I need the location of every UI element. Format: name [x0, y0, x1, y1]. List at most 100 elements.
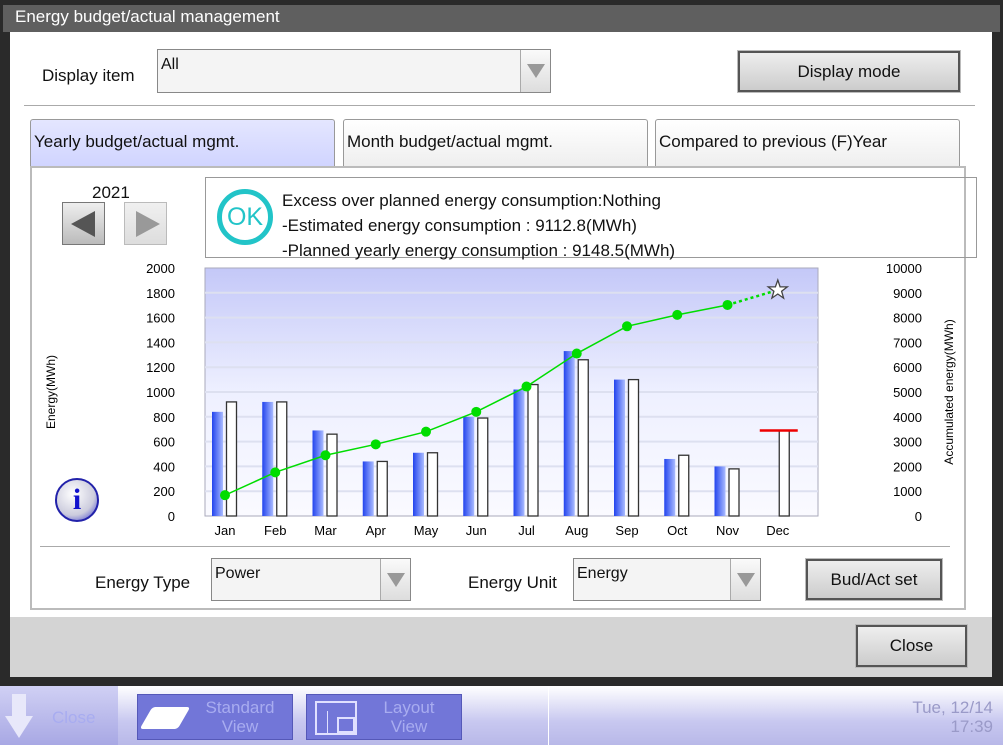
- window-title: Energy budget/actual management: [0, 5, 1003, 32]
- taskbar-date: Tue, 12/14: [912, 698, 993, 717]
- arrow-down-icon: [12, 694, 26, 716]
- standard-view-icon: [139, 707, 191, 729]
- y-tick-label: 1800: [146, 286, 175, 301]
- y2-tick-label: 1000: [893, 484, 922, 499]
- taskbar-time: 17:39: [950, 717, 993, 736]
- bar-actual: [212, 411, 223, 516]
- y2-tick-label: 9000: [893, 286, 922, 301]
- x-tick-label: Dec: [766, 523, 790, 538]
- bar-budget: [376, 460, 388, 517]
- y-tick-label: 0: [168, 509, 175, 524]
- chevron-down-icon[interactable]: [520, 50, 550, 92]
- y2-tick-label: 10000: [886, 261, 922, 276]
- layout-view-label: Layout: [383, 698, 435, 717]
- x-tick-label: Feb: [264, 523, 286, 538]
- bar-budget: [477, 417, 489, 517]
- display-mode-button[interactable]: Display mode: [737, 50, 961, 93]
- y2-tick-label: 4000: [893, 410, 922, 425]
- y2-tick-label: 0: [915, 509, 922, 524]
- y2-tick-label: 6000: [893, 360, 922, 375]
- ok-icon: OK: [217, 189, 273, 245]
- accumulated-point: [421, 426, 431, 437]
- bar-actual: [312, 430, 324, 516]
- status-excess: Excess over planned energy consumption:N…: [282, 191, 661, 210]
- y-tick-label: 1000: [146, 385, 175, 400]
- bar-actual: [614, 379, 625, 516]
- display-item-label: Display item: [42, 66, 135, 85]
- x-tick-label: Jul: [518, 523, 535, 538]
- display-item-select[interactable]: All: [157, 49, 551, 93]
- divider: [24, 105, 975, 106]
- x-tick-label: Mar: [314, 523, 337, 538]
- y2-tick-label: 3000: [893, 435, 922, 450]
- next-year-button[interactable]: [124, 202, 167, 245]
- divider: [548, 686, 549, 745]
- accumulated-point: [320, 450, 331, 461]
- layout-view-icon: [315, 701, 357, 735]
- bar-budget: [728, 468, 740, 517]
- bar-budget: [527, 383, 539, 517]
- x-tick-label: Aug: [565, 523, 588, 538]
- y-tick-label: 600: [153, 435, 175, 450]
- status-planned: -Planned yearly energy consumption : 914…: [282, 241, 676, 260]
- tab-yearly[interactable]: Yearly budget/actual mgmt.: [30, 119, 335, 167]
- previous-year-button[interactable]: [62, 202, 105, 245]
- y2-tick-label: 5000: [893, 385, 922, 400]
- arrow-left-icon: [71, 211, 95, 237]
- bar-actual: [714, 466, 726, 516]
- bar-budget: [577, 359, 589, 517]
- y-tick-label: 400: [153, 459, 175, 474]
- taskbar-close-button[interactable]: Close: [0, 686, 118, 745]
- close-button[interactable]: Close: [855, 624, 968, 668]
- accumulated-point: [270, 467, 281, 478]
- energy-unit-select[interactable]: Energy: [573, 558, 761, 601]
- energy-type-label: Energy Type: [95, 573, 191, 592]
- accumulated-point: [571, 348, 582, 359]
- energy-unit-label: Energy Unit: [468, 573, 557, 592]
- y-tick-label: 800: [153, 410, 175, 425]
- display-item-value: All: [161, 56, 179, 73]
- x-tick-label: Nov: [716, 523, 740, 538]
- arrow-right-icon: [136, 211, 160, 237]
- bud-act-set-button[interactable]: Bud/Act set: [805, 558, 943, 601]
- taskbar: Close Standard View Layout View Tue, 12/14…: [0, 686, 1003, 745]
- x-tick-label: Apr: [366, 523, 387, 538]
- x-tick-label: Sep: [615, 523, 638, 538]
- arrow-down-icon-head: [5, 716, 33, 738]
- chevron-down-icon[interactable]: [730, 559, 760, 600]
- divider: [40, 546, 950, 547]
- x-tick-label: Jan: [215, 523, 236, 538]
- y-tick-label: 1600: [146, 311, 175, 326]
- bar-actual: [563, 351, 575, 516]
- layout-view-button[interactable]: Layout View: [306, 694, 462, 740]
- bar-budget: [276, 401, 288, 517]
- energy-type-value: Power: [215, 565, 261, 582]
- y-tick-label: 200: [153, 484, 175, 499]
- status-estimated: -Estimated energy consumption : 9112.8(M…: [282, 216, 637, 235]
- energy-unit-value: Energy: [577, 565, 628, 582]
- y2-tick-label: 8000: [893, 311, 922, 326]
- standard-view-label: View: [221, 717, 259, 736]
- accumulated-point: [672, 309, 683, 320]
- energy-type-select[interactable]: Power: [211, 558, 411, 601]
- y2-tick-label: 7000: [893, 335, 922, 350]
- accumulated-point: [622, 321, 632, 332]
- bar-budget: [326, 433, 338, 517]
- y-tick-label: 1400: [146, 335, 175, 350]
- info-icon[interactable]: i: [55, 478, 99, 522]
- tab-month[interactable]: Month budget/actual mgmt.: [343, 119, 648, 167]
- chevron-down-icon[interactable]: [380, 559, 410, 600]
- bar-budget: [225, 401, 238, 517]
- taskbar-close-label: Close: [52, 708, 96, 727]
- tab-previous-year[interactable]: Compared to previous (F)Year: [655, 119, 960, 167]
- bar-actual: [513, 389, 525, 516]
- accumulated-point: [722, 299, 733, 310]
- bar-budget: [778, 429, 790, 517]
- standard-view-button[interactable]: Standard View: [137, 694, 293, 740]
- status-box: OK Excess over planned energy consumptio…: [205, 177, 977, 260]
- year-label: 2021: [92, 183, 130, 202]
- bar-budget: [678, 454, 690, 517]
- y-tick-label: 2000: [146, 261, 175, 276]
- standard-view-label: Standard: [205, 698, 275, 717]
